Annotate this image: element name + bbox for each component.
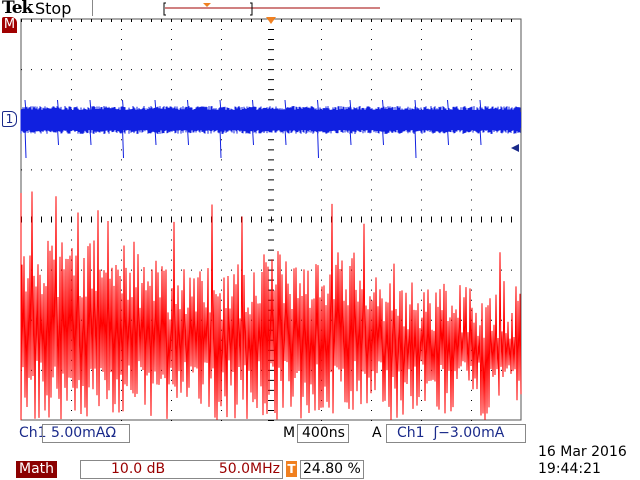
trigger-time-marker bbox=[266, 17, 276, 24]
ch1-trace bbox=[20, 99, 521, 159]
timebase-label: M bbox=[283, 425, 296, 441]
trigger-position-marker bbox=[203, 3, 211, 7]
timebase-value[interactable]: 400ns bbox=[297, 424, 349, 443]
trigger-level-arrow bbox=[511, 144, 519, 152]
math-marker[interactable]: M bbox=[2, 17, 17, 33]
trigger-label: A bbox=[372, 425, 382, 441]
ch1-label[interactable]: Ch1 bbox=[19, 425, 47, 441]
divider bbox=[92, 0, 93, 16]
ch1-marker[interactable]: 1 bbox=[2, 111, 17, 127]
math-spectrum bbox=[20, 191, 522, 421]
acquisition-status: Stop bbox=[35, 0, 72, 18]
tek-logo: Tek bbox=[2, 0, 33, 18]
math-scale: 10.0 dB bbox=[111, 461, 166, 477]
record-view-bar bbox=[163, 2, 380, 16]
waveform-display bbox=[20, 2, 522, 421]
math-readout[interactable]: 10.0 dB 50.0MHz bbox=[80, 460, 283, 479]
math-frequency: 50.0MHz bbox=[218, 461, 280, 477]
date: 16 Mar 2016 bbox=[538, 444, 627, 460]
trigger-position[interactable]: 24.80 % bbox=[300, 460, 364, 479]
math-label[interactable]: Math bbox=[16, 461, 58, 478]
trigger-position-icon: T bbox=[286, 461, 297, 477]
ch1-spikes bbox=[20, 99, 521, 159]
trigger-level: ʃ−3.00mA bbox=[433, 425, 505, 441]
ch1-scale[interactable]: 5.00mAΩ bbox=[42, 424, 130, 443]
trigger-source: Ch1 bbox=[397, 425, 425, 441]
trigger-readout[interactable]: Ch1 ʃ−3.00mA bbox=[386, 424, 526, 443]
time: 19:44:21 bbox=[538, 461, 601, 477]
math-fft-trace bbox=[20, 191, 522, 421]
